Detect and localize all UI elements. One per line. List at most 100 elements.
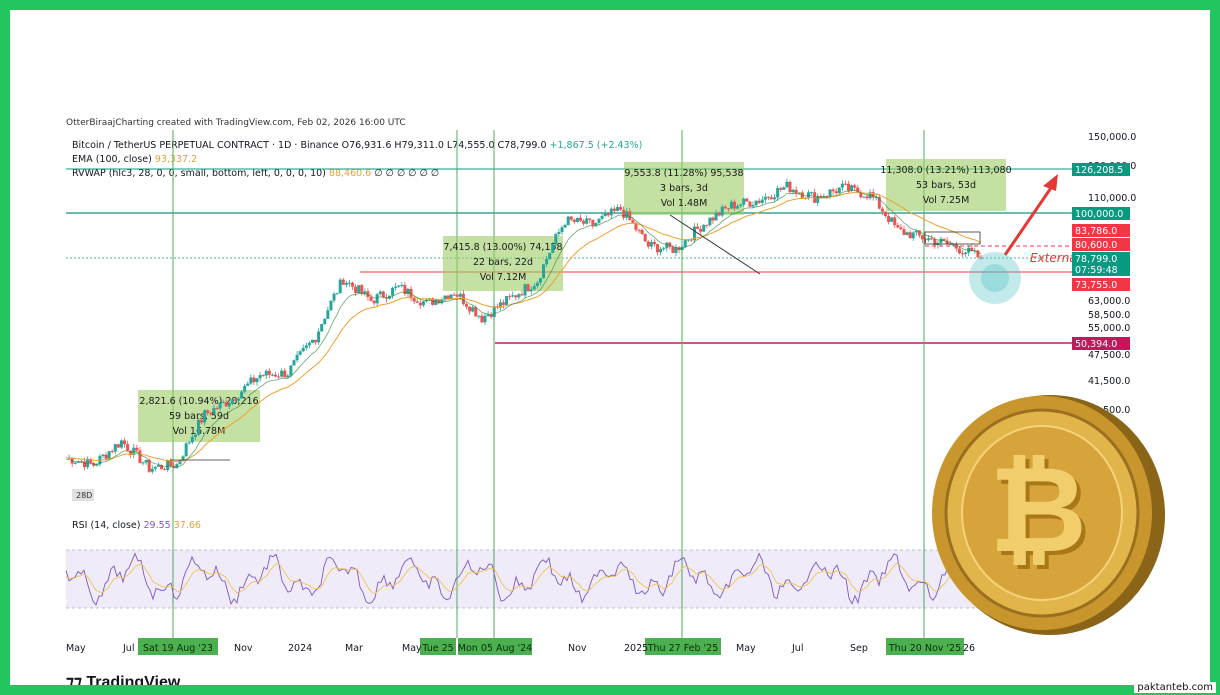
candle-body bbox=[489, 314, 493, 317]
candle-body bbox=[258, 375, 262, 379]
candle-body bbox=[609, 208, 613, 216]
candle-body bbox=[267, 370, 271, 375]
candle-body bbox=[560, 227, 564, 233]
candle-body bbox=[156, 465, 160, 467]
time-tick: 2024 bbox=[288, 643, 312, 654]
candle-body bbox=[123, 440, 127, 445]
price-chart: Sat 19 Aug '23 Tue 25 Mon 05 Aug '24 Thu 27… bbox=[65, 130, 1165, 655]
candle-body bbox=[391, 287, 395, 296]
candle-body bbox=[394, 286, 398, 288]
price-tick: 55,000.0 bbox=[1088, 323, 1130, 334]
candle-body bbox=[736, 206, 740, 209]
date-badge-bg bbox=[458, 638, 532, 655]
candle-body bbox=[840, 183, 844, 188]
candle-body bbox=[566, 216, 570, 225]
candle-body bbox=[739, 204, 743, 207]
candle-body bbox=[896, 225, 900, 228]
candle-body bbox=[347, 282, 351, 284]
candle-body bbox=[905, 232, 909, 235]
ohlc-high: H79,311.0 bbox=[394, 140, 444, 151]
candle-body bbox=[304, 345, 308, 348]
candle-body bbox=[646, 241, 650, 247]
measure-text: 7,415.8 (13.00%) 74,158 bbox=[443, 242, 562, 253]
time-tick: May bbox=[402, 643, 422, 654]
candle-body bbox=[585, 218, 589, 224]
symbol-name: Bitcoin / TetherUS PERPETUAL CONTRACT · … bbox=[72, 140, 339, 151]
rvwap-legend: RVWAP (hlc3, 28, 0, 0, small, bottom, le… bbox=[72, 168, 439, 179]
candle-body bbox=[523, 284, 527, 296]
price-badge-bg bbox=[1072, 207, 1130, 220]
candle-body bbox=[113, 444, 117, 452]
candle-body bbox=[212, 408, 216, 415]
tradingview-logo-icon: ⁊⁊ bbox=[66, 674, 87, 685]
candle-body bbox=[797, 192, 801, 194]
candle-body bbox=[449, 294, 453, 300]
candle-body bbox=[677, 247, 681, 251]
price-badge-bg bbox=[1072, 263, 1130, 276]
candle-body bbox=[517, 294, 521, 298]
candle-body bbox=[471, 307, 475, 312]
candle-body bbox=[711, 217, 715, 221]
candle-body bbox=[692, 226, 696, 241]
candle-body bbox=[705, 224, 709, 226]
candle-body bbox=[363, 291, 367, 294]
candle-body bbox=[249, 377, 253, 384]
candle-body bbox=[246, 383, 250, 386]
candle-body bbox=[366, 291, 370, 297]
candle-body bbox=[166, 460, 170, 471]
candle-body bbox=[501, 302, 505, 305]
candle-body bbox=[203, 410, 207, 423]
price-axis: 150,000.0130,000.0110,000.063,000.058,50… bbox=[1072, 132, 1136, 416]
candle-body bbox=[782, 187, 786, 190]
candle-body bbox=[822, 195, 826, 198]
candle-body bbox=[880, 208, 884, 212]
price-badge: 100,000.0 bbox=[1075, 209, 1123, 220]
candle-body bbox=[526, 284, 530, 292]
candle-body bbox=[338, 279, 342, 294]
candle-body bbox=[825, 195, 829, 197]
time-tick: Jul bbox=[122, 643, 134, 654]
vertical-lines: Sat 19 Aug '23 Tue 25 Mon 05 Aug '24 Thu 27… bbox=[138, 130, 964, 655]
candle-body bbox=[942, 238, 946, 241]
candle-body bbox=[397, 285, 401, 287]
candle-body bbox=[656, 244, 660, 253]
ema-legend: EMA (100, close) 93,337.2 bbox=[72, 154, 197, 165]
candle-body bbox=[132, 447, 136, 455]
candle-body bbox=[622, 209, 626, 218]
candle-body bbox=[169, 460, 173, 467]
candle-body bbox=[862, 196, 866, 198]
candle-body bbox=[760, 199, 764, 203]
candle-body bbox=[255, 378, 259, 383]
measure-text: 53 bars, 53d bbox=[916, 180, 976, 191]
candle-body bbox=[184, 443, 188, 457]
candle-body bbox=[588, 218, 592, 220]
candle-body bbox=[770, 197, 774, 200]
candle-body bbox=[557, 232, 561, 234]
candle-body bbox=[957, 248, 961, 254]
candle-body bbox=[908, 232, 912, 239]
candle-body bbox=[964, 252, 968, 254]
candle-body bbox=[403, 284, 407, 294]
candle-body bbox=[237, 398, 241, 401]
candle-body bbox=[187, 442, 191, 444]
candle-body bbox=[828, 189, 832, 197]
tradingview-watermark: ⁊⁊ TradingView bbox=[66, 672, 180, 685]
candle-body bbox=[871, 192, 875, 198]
candle-body bbox=[406, 288, 410, 294]
candle-body bbox=[375, 294, 379, 304]
candle-body bbox=[532, 286, 536, 290]
candle-body bbox=[902, 229, 906, 235]
candle-body bbox=[73, 462, 77, 464]
candle-body bbox=[976, 250, 980, 258]
candle-body bbox=[979, 257, 983, 259]
candle-body bbox=[816, 195, 820, 203]
candle-body bbox=[917, 230, 921, 236]
candle-body bbox=[575, 217, 579, 222]
candle-body bbox=[138, 450, 142, 464]
ohlc-open: O76,931.6 bbox=[341, 140, 392, 151]
candle-body bbox=[273, 374, 277, 377]
candle-body bbox=[360, 285, 364, 294]
candle-body bbox=[264, 370, 268, 376]
candle-body bbox=[190, 436, 194, 443]
ema-label: EMA (100, close) bbox=[72, 154, 152, 165]
